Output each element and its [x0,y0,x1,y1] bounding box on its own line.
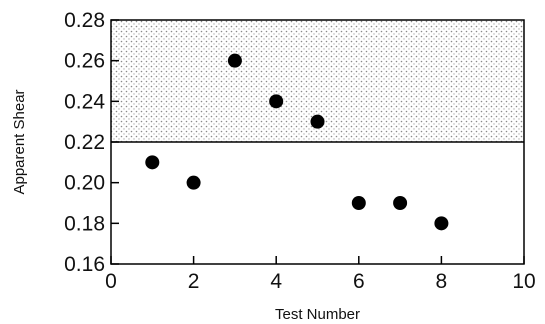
y-axis-title: Apparent Shear [11,89,28,194]
data-point [351,196,366,210]
x-axis-title: Test Number [275,306,360,323]
y-tick-label: 0.18 [64,212,105,235]
data-point [310,114,325,129]
data-point [434,216,449,231]
y-tick-label: 0.26 [64,50,105,73]
data-point [269,94,284,109]
y-tick-label: 0.16 [64,253,105,276]
data-point [186,175,201,190]
y-tick-label: 0.20 [64,172,105,195]
x-axis: 0 2 4 6 8 10 [105,256,536,293]
x-tick-label: 10 [512,270,535,293]
x-tick-label: 2 [188,270,200,293]
data-point [227,53,242,68]
x-tick-label: 0 [105,270,117,293]
y-tick-label: 0.22 [64,131,105,154]
x-tick-label: 4 [270,270,282,293]
data-point [145,155,160,170]
y-tick-label: 0.28 [64,9,105,32]
y-tick-label: 0.24 [64,90,105,113]
y-axis: 0.16 0.18 0.20 0.22 0.24 0.26 0.28 [64,9,119,276]
data-points [145,53,449,231]
x-tick-label: 6 [353,270,365,293]
x-tick-label: 8 [436,270,448,293]
data-point [393,196,408,210]
